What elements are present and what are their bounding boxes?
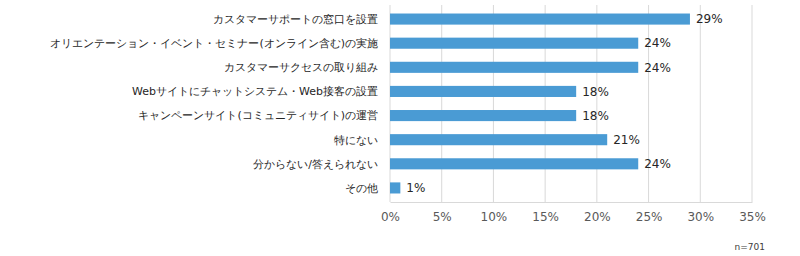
category-label: Webサイトにチャットシステム・Web接客の設置 [132,85,378,98]
grid-line [493,5,494,202]
grid-line [545,5,546,202]
tick-label: 20% [584,210,611,224]
data-label: 24% [644,61,671,75]
bar [390,38,638,49]
tick: 20% [584,202,611,224]
tick-label: 5% [433,210,452,224]
bar [390,62,638,73]
bar [390,14,690,25]
category-labels: カスタマーサポートの窓口を設置オリエンテーション・イベント・セミナー(オンライン… [50,13,378,195]
bar [390,182,400,193]
tick-label: 10% [481,210,508,224]
tick-label: 0% [381,210,400,224]
category-label: カスタマーサポートの窓口を設置 [213,13,378,26]
grid-line [441,5,442,202]
tick: 10% [481,202,508,224]
data-label: 18% [582,85,609,99]
category-label: カスタマーサクセスの取り組み [224,61,378,74]
category-label: オリエンテーション・イベント・セミナー(オンライン含む)の実施 [50,37,378,50]
grid-line [390,5,391,202]
bar [390,158,638,169]
grid-line [648,5,649,202]
tick-label: 30% [687,210,714,224]
category-label: その他 [345,182,378,195]
tick: 25% [636,202,663,224]
axis-line [391,202,753,203]
annotation: n=701 [735,242,765,252]
category-label: 分からない/答えられない [253,158,378,171]
tick-label: 25% [636,210,663,224]
tick: 15% [532,202,559,224]
tick: 0% [381,202,400,224]
grid-line [752,5,753,202]
data-label: 24% [644,157,671,171]
bar [390,86,576,97]
data-label: 21% [613,133,640,147]
data-label: 24% [644,36,671,50]
tick: 35% [739,202,766,224]
category-label: キャンペーンサイト(コミュニティサイト)の運営 [138,109,378,122]
grid [390,5,752,202]
bar [390,134,607,145]
bars [390,14,690,194]
data-label: 1% [406,181,425,195]
tick-label: 15% [532,210,559,224]
data-label: 18% [582,109,609,123]
tick: 30% [687,202,714,224]
grid-line [596,5,597,202]
data-labels: 29% 24% 24% 18% 18% 21% 24% 1% [406,12,722,195]
data-label: 29% [696,12,723,26]
category-label: 特にない [334,134,378,147]
grid-line [700,5,701,202]
x-axis: 0% 5% 10% 15% 20% 25% 30% 35% [381,202,766,224]
tick: 5% [433,202,452,224]
bar [390,110,576,121]
tick-label: 35% [739,210,766,224]
chart: 0% 5% 10% 15% 20% 25% 30% 35% カスタマーサポートの窓口を設置オリエ… [0,0,800,256]
